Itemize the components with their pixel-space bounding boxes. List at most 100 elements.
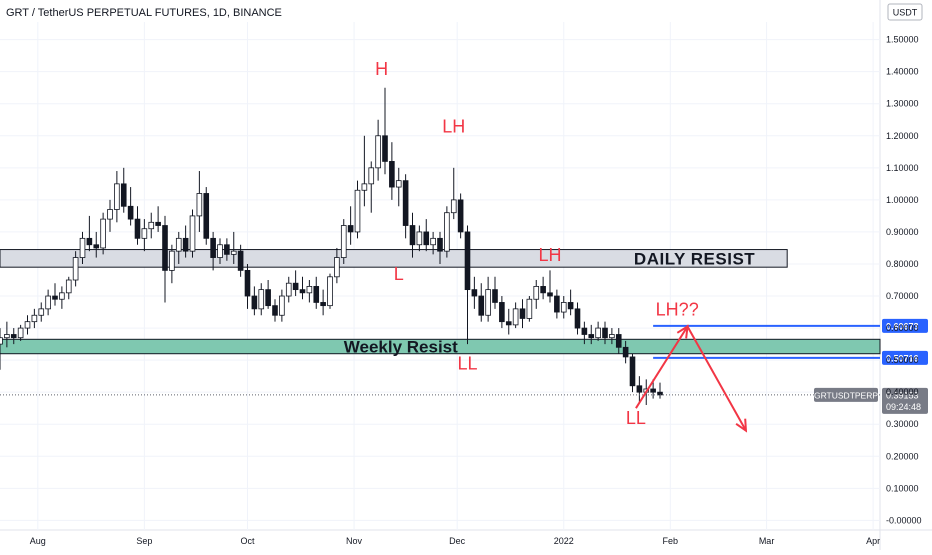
candle-body — [59, 292, 65, 300]
y-tick-label: 0.20000 — [886, 451, 919, 461]
candle-body — [237, 250, 244, 271]
candle-body — [354, 189, 361, 233]
candle-body — [306, 286, 313, 294]
swing-label: LH?? — [656, 299, 699, 319]
candle-body — [347, 225, 354, 233]
candle-body — [430, 237, 436, 246]
candle-body — [402, 180, 409, 226]
x-tick-label: Dec — [449, 536, 466, 546]
candle-body — [340, 225, 347, 258]
candle-body — [279, 295, 285, 316]
candle-body — [182, 237, 189, 252]
price-levels: 0.60673 0.50716 GRTUSDTPERP 0.39153 09:24:48 — [0, 318, 928, 414]
y-tick-label: 0.50000 — [886, 355, 919, 365]
x-tick-label: Aug — [30, 536, 46, 546]
candle-body — [141, 228, 148, 239]
y-tick-label: 0.40000 — [886, 387, 919, 397]
x-tick-label: 2022 — [554, 536, 574, 546]
candle-body — [224, 244, 230, 255]
zone-label: Weekly Resist — [344, 338, 458, 357]
last-price-tag — [882, 387, 928, 414]
swing-label: H — [375, 59, 388, 79]
candle-body — [485, 289, 491, 316]
candle-body — [382, 135, 388, 162]
candle-body — [127, 205, 134, 220]
candle-body — [471, 289, 478, 297]
zone-label: DAILY RESIST — [634, 249, 755, 268]
candle-body — [622, 346, 629, 358]
candle-body — [24, 321, 31, 329]
candle-body — [636, 385, 643, 393]
y-tick-label: 1.30000 — [886, 99, 919, 109]
candle-body — [100, 218, 106, 249]
candle-body — [478, 295, 485, 316]
y-tick-label: 1.10000 — [886, 163, 919, 173]
candle-body — [361, 183, 368, 191]
x-axis: Aug Sep Oct Nov Dec 2022 Feb Mar Apr — [30, 536, 880, 546]
chart-title: GRT / TetherUS PERPETUAL FUTURES, 1D, BI… — [6, 7, 282, 19]
x-tick-label: Oct — [240, 536, 255, 546]
annotations: DAILY RESIST Weekly Resist H LH L LH LL LL LH?? — [344, 59, 755, 433]
candle-body — [499, 302, 505, 323]
y-tick-label: 1.50000 — [886, 35, 919, 45]
y-tick-label: 1.40000 — [886, 67, 919, 77]
candle-body — [120, 183, 127, 207]
candle-body — [31, 314, 38, 323]
candle-body — [299, 289, 306, 294]
y-tick-label: 1.00000 — [886, 195, 919, 205]
candle-body — [450, 199, 457, 214]
candle-body — [395, 180, 402, 188]
candle-body — [416, 231, 423, 246]
y-tick-label: 0.10000 — [886, 483, 919, 493]
candle-body — [72, 257, 79, 281]
candle-body — [148, 221, 155, 230]
last-price-value: 0.39153 — [886, 390, 919, 400]
candle-body — [38, 308, 45, 316]
candle-body — [457, 199, 464, 233]
price-level-tag — [882, 350, 928, 365]
candle-body — [4, 334, 10, 339]
x-tick-label: Sep — [136, 536, 152, 546]
candle-body — [629, 356, 636, 387]
candle-body — [17, 327, 24, 339]
candle-body — [581, 327, 588, 335]
candle-body — [65, 279, 72, 294]
y-tick-label: 0.80000 — [886, 259, 919, 269]
candle-body — [203, 193, 210, 239]
symbol-tag — [814, 387, 878, 402]
y-axis: 1.50000 1.40000 1.30000 1.20000 1.10000 1.000… — [886, 35, 922, 526]
candle-body — [368, 167, 375, 185]
swing-label: LL — [457, 354, 477, 374]
candle-body — [560, 302, 567, 313]
swing-label: LL — [626, 408, 646, 428]
swing-label: L — [394, 264, 404, 284]
countdown-value: 09:24:48 — [886, 402, 921, 412]
candle-body — [547, 292, 553, 297]
candle-body — [512, 308, 519, 326]
candle-body — [609, 334, 615, 339]
candle-body — [86, 237, 93, 246]
candle-body — [595, 327, 601, 339]
candle-body — [251, 295, 258, 310]
resistance-zone — [0, 249, 788, 268]
candle-body — [334, 257, 340, 278]
y-tick-label: 0.90000 — [886, 227, 919, 237]
currency-badge[interactable]: USDT — [887, 3, 923, 21]
x-tick-label: Apr — [866, 536, 880, 546]
price-level-value: 0.60673 — [886, 321, 919, 331]
candle-body — [107, 209, 113, 220]
candle-body — [615, 334, 622, 348]
candle-body — [602, 327, 608, 339]
swing-label: LH — [442, 117, 465, 137]
candle-body — [52, 295, 58, 300]
candles — [0, 87, 663, 406]
candle-body — [265, 289, 271, 307]
arrowhead-up — [676, 324, 689, 339]
candle-body — [567, 302, 574, 310]
candle-body — [258, 289, 265, 310]
price-level-tag — [882, 318, 928, 333]
swing-label: LH — [538, 245, 561, 265]
